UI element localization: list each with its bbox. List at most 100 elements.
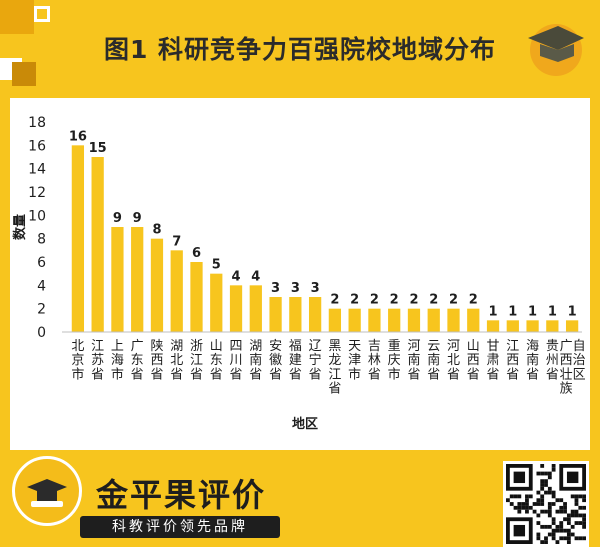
category-label: 贵州省 <box>546 339 559 382</box>
brand-logo <box>12 456 82 526</box>
bar <box>229 285 243 332</box>
data-label: 9 <box>113 211 122 226</box>
bar <box>427 308 440 332</box>
data-label: 9 <box>133 211 142 226</box>
bar <box>565 320 579 332</box>
y-tick-label: 16 <box>28 138 46 154</box>
category-label: 海南省 <box>526 339 539 382</box>
mortarboard-icon <box>27 479 67 507</box>
qr-code <box>503 461 589 547</box>
data-label: 1 <box>508 304 517 319</box>
category-label: 广西壮族自治区 <box>560 339 586 397</box>
decorative-square-outline <box>34 6 50 22</box>
category-label: 云南省 <box>427 339 440 382</box>
data-label: 3 <box>311 281 320 296</box>
bar <box>368 308 381 332</box>
data-label: 4 <box>232 269 241 284</box>
bar <box>447 308 460 332</box>
bar <box>388 308 401 332</box>
data-label: 16 <box>69 129 87 144</box>
x-axis-label: 地区 <box>292 416 318 432</box>
category-label: 湖北省 <box>170 339 183 382</box>
bar <box>506 320 519 332</box>
qr-code-icon <box>506 464 586 544</box>
data-label: 2 <box>449 293 458 308</box>
data-label: 2 <box>469 293 478 308</box>
bar <box>111 227 124 332</box>
data-label: 2 <box>429 293 438 308</box>
data-label: 15 <box>89 141 107 156</box>
decorative-square <box>0 0 34 34</box>
data-label: 2 <box>390 293 399 308</box>
brand-slogan: 科教评价领先品牌 <box>80 516 280 538</box>
bar <box>210 273 223 332</box>
chart-panel: 0 2 4 6 8 10 12 14 16 18 16 15 9 9 8 7 6 5 4 4 3 3 3 2 2 2 2 2 2 2 2 1… <box>10 98 590 450</box>
category-label: 甘肃省 <box>487 339 500 382</box>
brand-name: 金平果评价 <box>96 476 267 514</box>
data-label: 8 <box>152 223 161 238</box>
bar <box>190 262 203 332</box>
y-tick-label: 8 <box>37 232 46 248</box>
category-label: 江西省 <box>506 339 519 382</box>
y-tick-label: 10 <box>28 208 46 224</box>
data-label: 5 <box>212 258 221 273</box>
y-axis: 0 2 4 6 8 10 12 14 16 18 <box>28 115 46 341</box>
category-label: 湖南省 <box>249 339 262 382</box>
y-tick-label: 14 <box>28 162 46 178</box>
bar <box>407 308 421 332</box>
category-label: 河北省 <box>447 339 460 382</box>
bar <box>249 285 262 332</box>
data-label: 6 <box>192 246 201 261</box>
data-label: 2 <box>370 293 379 308</box>
bars <box>71 145 579 332</box>
graduation-cap-icon <box>528 24 584 76</box>
y-tick-label: 6 <box>37 255 46 271</box>
category-labels: 北京市江苏省上海市广东省陕西省湖北省浙江省山东省四川省湖南省安徽省福建省辽宁省黑… <box>71 338 585 397</box>
category-label: 安徽省 <box>269 339 282 382</box>
data-label: 1 <box>489 304 498 319</box>
data-label: 2 <box>350 293 359 308</box>
category-label: 河南省 <box>407 339 420 382</box>
data-label: 7 <box>172 234 181 249</box>
bar <box>131 227 144 332</box>
data-label: 2 <box>330 293 339 308</box>
bar <box>269 297 282 332</box>
y-tick-label: 0 <box>37 325 46 341</box>
data-label: 3 <box>291 281 300 296</box>
y-tick-label: 18 <box>28 115 46 131</box>
bar <box>308 297 322 332</box>
bar <box>170 250 183 332</box>
decorative-square <box>12 62 36 86</box>
y-tick-label: 2 <box>37 302 46 318</box>
category-label: 四川省 <box>230 339 243 382</box>
category-label: 吉林省 <box>368 339 381 382</box>
category-label: 陕西省 <box>150 339 163 382</box>
category-label: 北京市 <box>71 339 84 382</box>
bar <box>467 308 480 332</box>
category-label: 辽宁省 <box>309 339 322 382</box>
category-label: 山西省 <box>467 339 480 382</box>
category-label: 重庆市 <box>388 338 401 382</box>
data-label: 2 <box>409 293 418 308</box>
y-tick-label: 4 <box>37 278 46 294</box>
data-label: 3 <box>271 281 280 296</box>
category-label: 广东省 <box>131 339 144 382</box>
data-label: 1 <box>548 304 557 319</box>
bar <box>526 320 539 332</box>
category-label: 黑龙江省 <box>328 339 341 397</box>
data-label: 1 <box>568 304 577 319</box>
bar <box>150 238 164 332</box>
bar <box>71 145 85 332</box>
bar <box>486 320 500 332</box>
category-label: 福建省 <box>289 339 302 382</box>
category-label: 天津市 <box>348 339 361 382</box>
y-tick-label: 12 <box>28 185 46 201</box>
y-axis-label: 数量 <box>12 214 28 240</box>
data-label: 1 <box>528 304 537 319</box>
category-label: 江苏省 <box>91 339 104 382</box>
category-label: 上海市 <box>111 339 124 382</box>
data-label: 4 <box>251 269 260 284</box>
